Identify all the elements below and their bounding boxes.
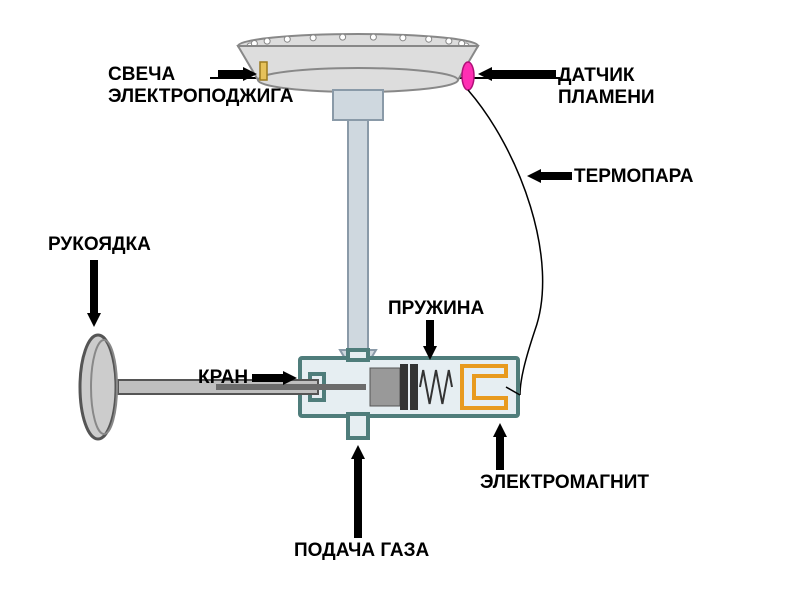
label-spark: СВЕЧАЭЛЕКТРОПОДЖИГА [108,64,294,108]
label-valve: КРАН [198,367,248,389]
label-sensor: ДАТЧИКПЛАМЕНИ [558,65,655,109]
label-thermo: ТЕРМОПАРА [574,166,693,188]
label-magnet: ЭЛЕКТРОМАГНИТ [480,472,649,494]
thermocouple-wire [468,90,543,395]
label-knob: РУКОЯДКА [48,234,151,256]
label-gas: ПОДАЧА ГАЗА [294,540,429,562]
label-spring: ПРУЖИНА [388,298,484,320]
flame-sensor [462,62,474,90]
knob [80,335,116,439]
